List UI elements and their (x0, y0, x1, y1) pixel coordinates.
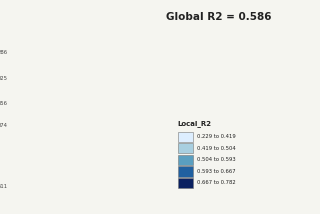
Bar (178, 178, 193, 188)
Text: 356: 356 (0, 101, 8, 106)
Text: 511: 511 (0, 184, 8, 189)
Bar (178, 155, 193, 165)
Text: Local_R2: Local_R2 (178, 120, 212, 127)
Bar (178, 143, 193, 153)
Text: 374: 374 (0, 123, 8, 128)
Bar (178, 166, 193, 177)
Text: 286: 286 (0, 50, 8, 55)
Text: 0.504 to 0.593: 0.504 to 0.593 (197, 157, 236, 162)
Text: 0.229 to 0.419: 0.229 to 0.419 (197, 134, 236, 139)
Text: Global R2 = 0.586: Global R2 = 0.586 (166, 12, 272, 22)
Text: 325: 325 (0, 76, 8, 81)
Text: 0.667 to 0.782: 0.667 to 0.782 (197, 180, 236, 186)
Bar (178, 132, 193, 142)
Text: 0.593 to 0.667: 0.593 to 0.667 (197, 169, 236, 174)
Text: 0.419 to 0.504: 0.419 to 0.504 (197, 146, 236, 151)
